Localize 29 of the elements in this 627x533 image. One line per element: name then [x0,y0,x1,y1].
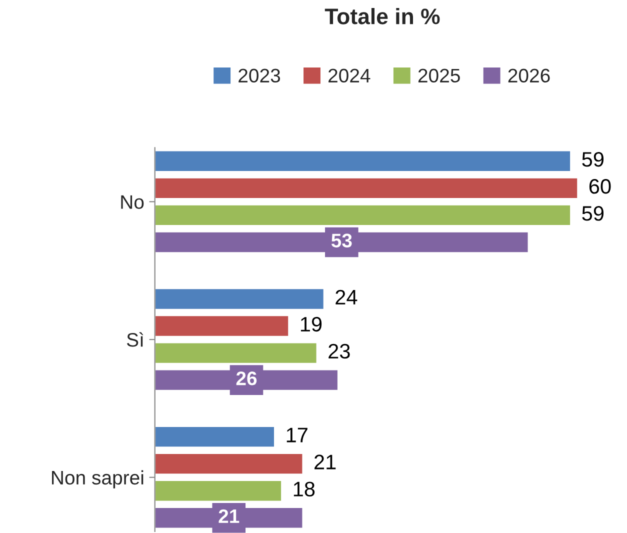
bar [154,426,276,448]
bar [154,452,304,476]
data-label: 53 [331,234,352,248]
bar [154,204,572,226]
bar [154,342,318,364]
legend-label: 2024 [328,68,370,83]
data-label: 59 [582,206,604,221]
y-tick-label: Sì [126,332,144,347]
bar [154,314,290,338]
legend-label: 2026 [508,68,550,83]
bar [154,150,572,172]
data-label: 24 [336,290,358,304]
bar [154,288,325,310]
data-label: 17 [286,428,308,442]
legend-label: 2023 [238,68,280,83]
data-label: 59 [582,152,604,167]
chart-title: Totale in % [324,8,440,24]
data-label: 19 [300,316,322,332]
data-label: 21 [314,454,336,470]
data-label: 26 [236,372,257,386]
data-label: 23 [328,344,350,359]
bar [154,176,579,200]
y-tick-label: No [121,195,144,209]
data-label: 21 [218,509,240,523]
bar [154,480,282,502]
legend-label: 2025 [418,68,460,83]
y-tick-label: Non saprei [52,470,144,488]
data-label: 18 [294,482,315,496]
data-label: 60 [589,179,611,194]
